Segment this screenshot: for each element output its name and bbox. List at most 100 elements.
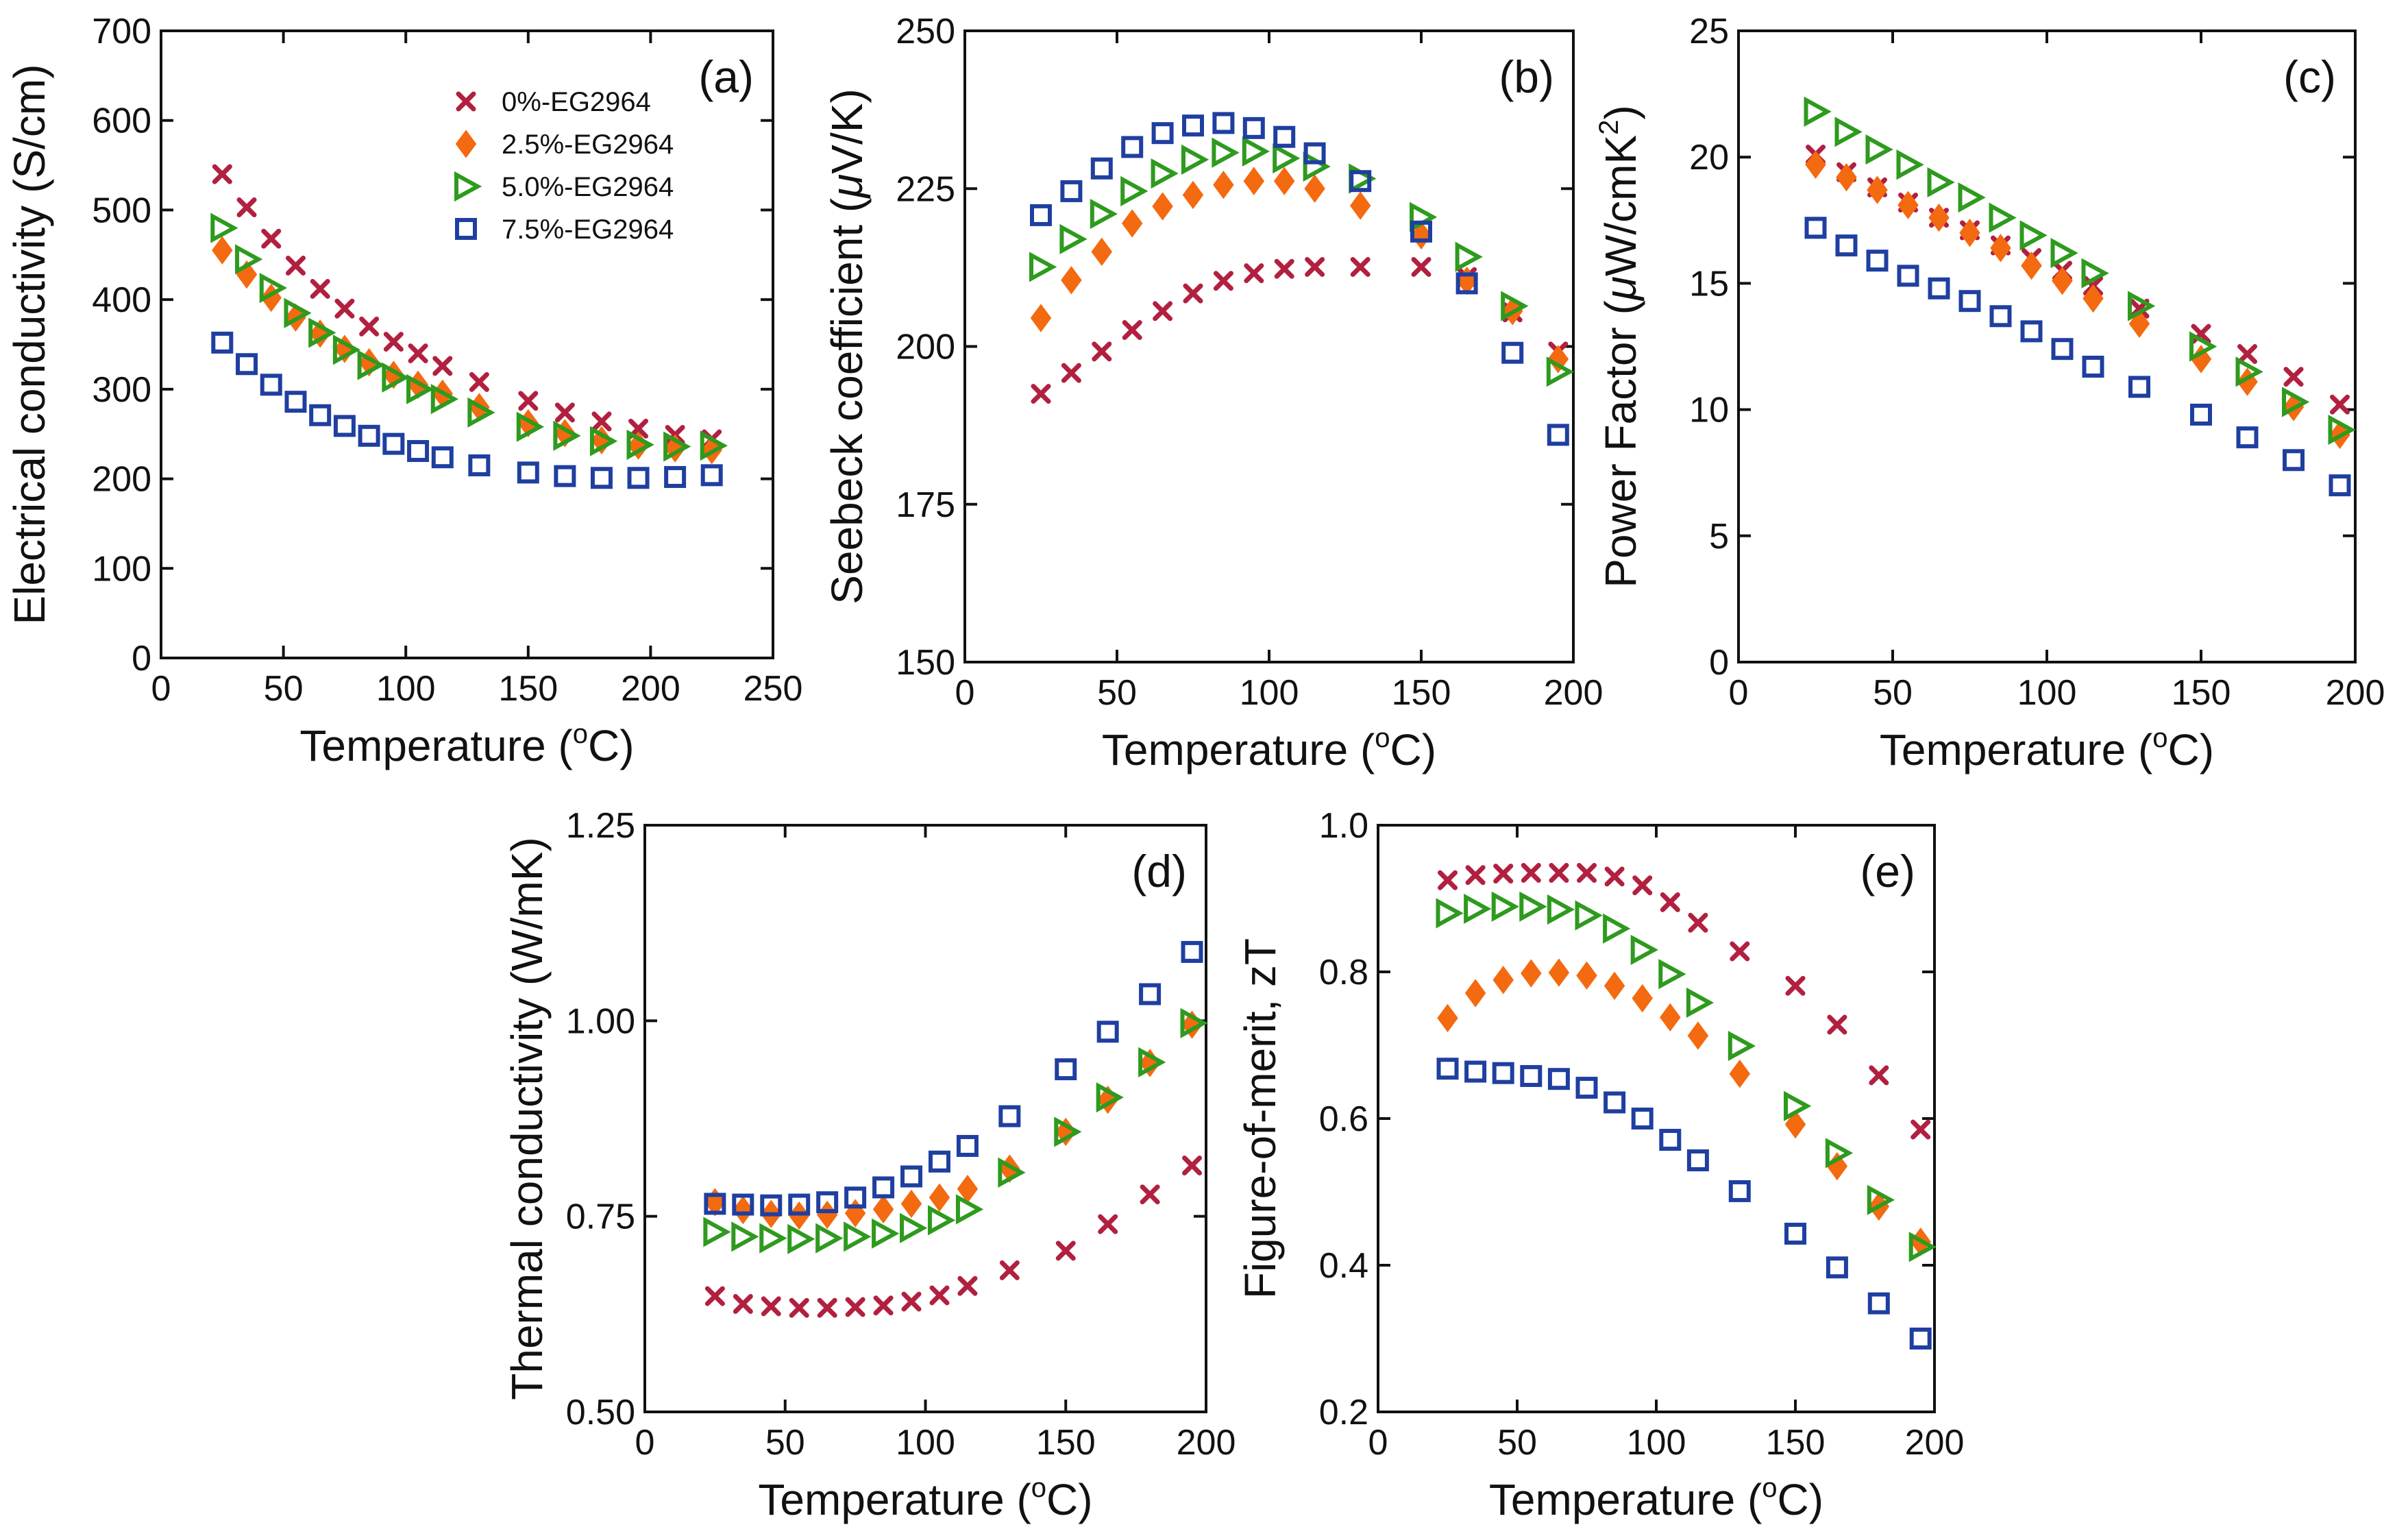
- data-point: [627, 467, 650, 489]
- x-tick-label: 200: [1177, 1423, 1236, 1463]
- data-point: [788, 1193, 811, 1216]
- data-point: [1183, 283, 1203, 304]
- y-tick-label: 1.25: [566, 806, 635, 846]
- y-tick-label: 5: [1709, 517, 1729, 557]
- data-point: [591, 411, 612, 432]
- data-point: [1151, 158, 1179, 189]
- series-7.5%-EG2964: [1804, 217, 2351, 497]
- data-point: [1244, 263, 1264, 284]
- data-point: [1867, 1184, 1895, 1215]
- data-point: [1303, 142, 1326, 164]
- data-point: [1465, 865, 1486, 886]
- y-tick-label: 225: [896, 169, 955, 209]
- data-point: [1604, 971, 1625, 1001]
- data-point: [1031, 384, 1051, 404]
- data-point: [872, 1176, 895, 1199]
- data-point: [1804, 217, 1827, 239]
- data-point: [787, 1223, 815, 1254]
- data-point: [285, 255, 306, 276]
- data-point: [1825, 1138, 1854, 1169]
- y-tick-label: 0: [132, 639, 151, 679]
- data-point: [1728, 1031, 1756, 1062]
- x-tick-label: 0: [1729, 673, 1749, 713]
- data-point: [1180, 1008, 1208, 1038]
- data-point: [382, 432, 405, 455]
- data-point: [383, 332, 404, 352]
- data-point: [761, 1296, 781, 1317]
- data-point: [1686, 1149, 1709, 1171]
- panel-d: 0 50 100 150 200 0.50 0.75 1.00 1.25 Temperature …: [502, 806, 1236, 1524]
- data-point: [1603, 913, 1631, 944]
- data-point: [1182, 114, 1204, 137]
- data-point: [1577, 863, 1597, 883]
- data-point: [1658, 959, 1686, 990]
- data-point: [1958, 182, 1986, 213]
- data-point: [1090, 199, 1118, 230]
- data-point: [284, 391, 307, 413]
- data-point: [1492, 1062, 1514, 1084]
- data-point: [2283, 367, 2304, 387]
- y-axis-label: Thermal conductivity (W/mK): [502, 837, 552, 1400]
- data-point: [1631, 1108, 1654, 1130]
- series-0%-EG2964: [212, 164, 722, 450]
- data-point: [1784, 1110, 1806, 1139]
- data-point: [1604, 1091, 1626, 1114]
- data-point: [844, 1221, 872, 1252]
- data-point: [590, 467, 613, 489]
- data-point: [927, 1205, 956, 1236]
- x-tick-label: 50: [1097, 673, 1137, 713]
- data-point: [1153, 301, 1173, 321]
- data-point: [1092, 341, 1112, 362]
- data-point: [1728, 1180, 1751, 1202]
- x-axis-label: Temperature (oC): [1880, 723, 2214, 774]
- y-tick-label: 15: [1689, 264, 1729, 304]
- data-point: [1688, 912, 1708, 933]
- data-point: [236, 197, 257, 218]
- x-tick-label: 150: [1392, 673, 1451, 713]
- data-point: [2283, 449, 2305, 472]
- legend-marker: [455, 130, 477, 158]
- data-point: [1492, 966, 1514, 994]
- y-tick-label: 200: [896, 328, 955, 367]
- x-tick-label: 50: [264, 669, 304, 709]
- data-point: [212, 164, 232, 184]
- data-point: [901, 1291, 922, 1312]
- data-point: [956, 1134, 979, 1157]
- y-tick-label: 175: [896, 485, 955, 525]
- data-point: [1151, 122, 1174, 145]
- data-point: [1784, 1090, 1812, 1121]
- y-tick-label: 0.2: [1319, 1393, 1368, 1432]
- data-point: [2237, 344, 2257, 365]
- x-tick-label: 200: [621, 669, 680, 709]
- series-7.5%-EG2964: [1030, 112, 1569, 446]
- data-point: [310, 278, 330, 299]
- data-point: [430, 384, 459, 415]
- data-point: [703, 1217, 731, 1247]
- y-tick-label: 500: [92, 191, 151, 230]
- data-point: [1660, 892, 1680, 912]
- data-point: [1547, 345, 1569, 374]
- data-point: [1182, 180, 1204, 210]
- data-point: [2021, 251, 2042, 280]
- data-point: [1350, 256, 1371, 277]
- data-point: [235, 244, 263, 275]
- data-point: [1213, 271, 1233, 291]
- data-point: [955, 1194, 984, 1225]
- data-point: [1273, 167, 1295, 195]
- data-point: [1273, 143, 1301, 174]
- plot-frame: [160, 29, 774, 659]
- data-point: [1575, 1077, 1598, 1099]
- plot-frame: [643, 824, 1207, 1413]
- data-point: [998, 1157, 1026, 1188]
- data-point: [1897, 265, 1919, 287]
- plot-frame: [1737, 29, 2357, 663]
- series-0%-EG2964: [1806, 145, 2350, 415]
- y-tick-label: 25: [1689, 12, 1729, 51]
- data-point: [2128, 376, 2150, 398]
- data-point: [1096, 1082, 1124, 1113]
- data-point: [1897, 191, 1919, 219]
- data-point: [210, 212, 238, 243]
- data-point: [845, 1297, 865, 1317]
- x-tick-label: 100: [2017, 673, 2077, 713]
- data-point: [2236, 426, 2259, 449]
